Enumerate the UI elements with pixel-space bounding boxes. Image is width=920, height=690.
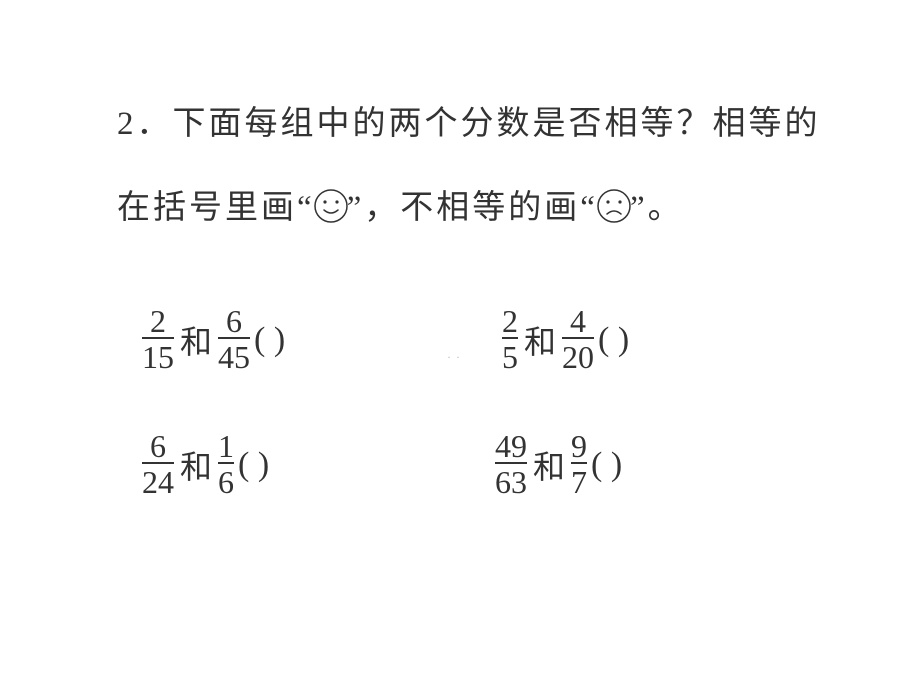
fraction-denominator: 20: [562, 337, 594, 375]
fraction-2b: 4 20: [562, 305, 594, 375]
fraction-numerator: 6: [142, 430, 174, 462]
frown-icon: [596, 188, 632, 233]
fraction-3b: 1 6: [218, 430, 234, 500]
question-line2-a: 在括号里画“: [117, 190, 315, 226]
smile-icon: [313, 188, 349, 233]
answer-blank: ( ): [254, 321, 285, 359]
question-line-1: 2．下面每组中的两个分数是否相等？相等的: [117, 96, 821, 144]
fraction-denominator: 24: [142, 462, 174, 500]
fraction-denominator: 5: [502, 337, 518, 375]
decorative-dots: · ·: [447, 350, 461, 365]
and-label: 和: [180, 442, 212, 488]
fraction-group-4: 49 63 和 9 7 ( ): [495, 430, 622, 500]
answer-blank: ( ): [591, 446, 622, 484]
answer-blank: ( ): [598, 321, 629, 359]
fraction-group-3: 6 24 和 1 6 ( ): [142, 430, 269, 500]
fraction-numerator: 2: [142, 305, 174, 337]
fraction-numerator: 4: [562, 305, 594, 337]
question-line2-b: ”，不相等的画“: [347, 190, 598, 226]
fraction-3a: 6 24: [142, 430, 174, 500]
fraction-denominator: 45: [218, 337, 250, 375]
fraction-numerator: 49: [495, 430, 527, 462]
fraction-numerator: 1: [218, 430, 234, 462]
fraction-denominator: 63: [495, 462, 527, 500]
and-label: 和: [180, 317, 212, 363]
fraction-1a: 2 15: [142, 305, 174, 375]
fraction-denominator: 7: [571, 462, 587, 500]
fraction-denominator: 6: [218, 462, 234, 500]
and-label: 和: [524, 317, 556, 363]
page: 2．下面每组中的两个分数是否相等？相等的 在括号里画“ ”，不相等的画“ ”。 2 …: [0, 0, 920, 690]
fraction-group-2: 2 5 和 4 20 ( ): [502, 305, 629, 375]
fraction-1b: 6 45: [218, 305, 250, 375]
and-label: 和: [533, 442, 565, 488]
question-line2-c: ”。: [630, 190, 684, 226]
fraction-denominator: 15: [142, 337, 174, 375]
question-number: 2．: [117, 106, 173, 142]
fraction-2a: 2 5: [502, 305, 518, 375]
question-line1-text: 下面每组中的两个分数是否相等？相等的: [173, 106, 821, 142]
fraction-4a: 49 63: [495, 430, 527, 500]
fraction-4b: 9 7: [571, 430, 587, 500]
fraction-group-1: 2 15 和 6 45 ( ): [142, 305, 285, 375]
answer-blank: ( ): [238, 446, 269, 484]
fraction-numerator: 2: [502, 305, 518, 337]
fraction-numerator: 9: [571, 430, 587, 462]
question-line-2: 在括号里画“ ”，不相等的画“ ”。: [117, 180, 684, 233]
fraction-numerator: 6: [218, 305, 250, 337]
